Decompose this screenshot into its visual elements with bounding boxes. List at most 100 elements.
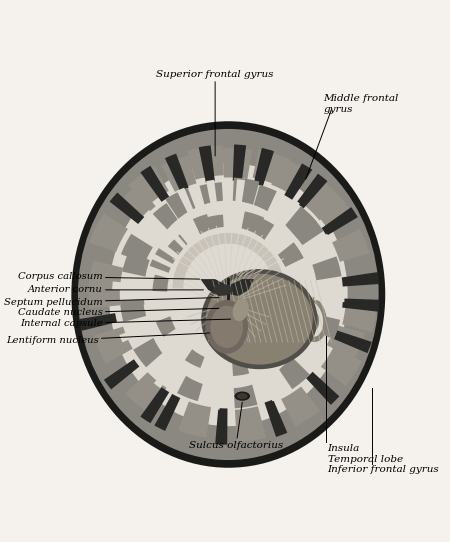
Polygon shape: [303, 180, 343, 221]
Polygon shape: [89, 281, 120, 308]
Polygon shape: [266, 230, 288, 253]
Polygon shape: [149, 203, 181, 235]
Polygon shape: [151, 254, 177, 270]
Ellipse shape: [201, 269, 317, 369]
Text: Temporal lobe: Temporal lobe: [328, 455, 403, 463]
Polygon shape: [261, 371, 280, 402]
Polygon shape: [168, 234, 193, 259]
Polygon shape: [207, 215, 225, 236]
Polygon shape: [312, 256, 342, 280]
Polygon shape: [233, 145, 246, 182]
Polygon shape: [254, 148, 274, 186]
Polygon shape: [278, 242, 303, 267]
Polygon shape: [178, 402, 211, 437]
Text: Caudate nucleus: Caudate nucleus: [18, 308, 219, 318]
Text: Sulcus olfactorius: Sulcus olfactorius: [189, 402, 283, 450]
Polygon shape: [130, 226, 159, 249]
Polygon shape: [290, 298, 312, 315]
Polygon shape: [199, 182, 223, 210]
Ellipse shape: [305, 308, 319, 331]
Polygon shape: [162, 155, 197, 192]
Polygon shape: [291, 214, 324, 245]
Polygon shape: [154, 394, 180, 431]
Polygon shape: [212, 379, 222, 410]
Ellipse shape: [54, 102, 403, 487]
Polygon shape: [342, 301, 377, 332]
Polygon shape: [312, 189, 352, 228]
Polygon shape: [128, 166, 169, 206]
Polygon shape: [334, 331, 372, 353]
Polygon shape: [172, 233, 284, 288]
Polygon shape: [327, 325, 364, 359]
Text: Anterior cornu: Anterior cornu: [28, 286, 203, 294]
Polygon shape: [150, 248, 176, 273]
Polygon shape: [234, 380, 257, 408]
Polygon shape: [269, 334, 293, 359]
Polygon shape: [223, 210, 229, 236]
Polygon shape: [89, 260, 123, 289]
Polygon shape: [302, 234, 331, 255]
Polygon shape: [265, 190, 285, 220]
Text: Internal capsule: Internal capsule: [20, 319, 230, 328]
Polygon shape: [263, 226, 283, 249]
Polygon shape: [332, 229, 369, 262]
Polygon shape: [89, 214, 128, 253]
Polygon shape: [177, 370, 205, 401]
Polygon shape: [265, 399, 288, 437]
Polygon shape: [285, 207, 317, 238]
Polygon shape: [177, 188, 196, 218]
Polygon shape: [189, 214, 212, 239]
Polygon shape: [281, 386, 320, 427]
Text: Septum pellucidum: Septum pellucidum: [4, 298, 219, 307]
Ellipse shape: [237, 393, 248, 399]
Ellipse shape: [72, 121, 385, 468]
Text: Inferior frontal gyrus: Inferior frontal gyrus: [328, 466, 439, 474]
Polygon shape: [276, 199, 300, 227]
Polygon shape: [310, 314, 340, 339]
Ellipse shape: [78, 129, 378, 460]
Polygon shape: [306, 372, 339, 405]
Polygon shape: [223, 148, 252, 179]
Polygon shape: [165, 153, 189, 191]
Polygon shape: [342, 299, 379, 312]
Polygon shape: [109, 192, 144, 224]
Polygon shape: [241, 211, 264, 237]
Polygon shape: [154, 360, 178, 388]
Polygon shape: [232, 354, 249, 376]
Polygon shape: [143, 210, 170, 236]
Polygon shape: [140, 387, 169, 423]
Text: Superior frontal gyrus: Superior frontal gyrus: [157, 70, 274, 156]
Polygon shape: [251, 217, 274, 242]
Ellipse shape: [297, 296, 327, 342]
Polygon shape: [297, 173, 328, 209]
Polygon shape: [252, 149, 290, 186]
Ellipse shape: [206, 274, 313, 365]
Ellipse shape: [213, 284, 233, 295]
Polygon shape: [314, 294, 345, 302]
Polygon shape: [79, 313, 117, 331]
Polygon shape: [321, 347, 362, 386]
Ellipse shape: [233, 299, 249, 321]
Polygon shape: [104, 359, 140, 389]
Ellipse shape: [144, 201, 313, 389]
Polygon shape: [120, 299, 148, 322]
Polygon shape: [166, 334, 188, 357]
Polygon shape: [187, 218, 203, 243]
Polygon shape: [271, 157, 308, 196]
Polygon shape: [156, 315, 180, 337]
Polygon shape: [133, 337, 165, 367]
Text: Middle frontal
gyrus: Middle frontal gyrus: [324, 94, 399, 114]
Polygon shape: [298, 340, 327, 363]
Polygon shape: [122, 251, 153, 277]
Polygon shape: [185, 344, 207, 368]
Ellipse shape: [211, 306, 243, 348]
Polygon shape: [144, 302, 171, 311]
Polygon shape: [235, 210, 244, 237]
Ellipse shape: [206, 300, 248, 354]
Polygon shape: [230, 279, 254, 296]
Polygon shape: [117, 184, 156, 222]
Polygon shape: [199, 145, 215, 183]
Polygon shape: [112, 281, 143, 291]
Polygon shape: [280, 319, 306, 335]
Polygon shape: [119, 325, 150, 343]
